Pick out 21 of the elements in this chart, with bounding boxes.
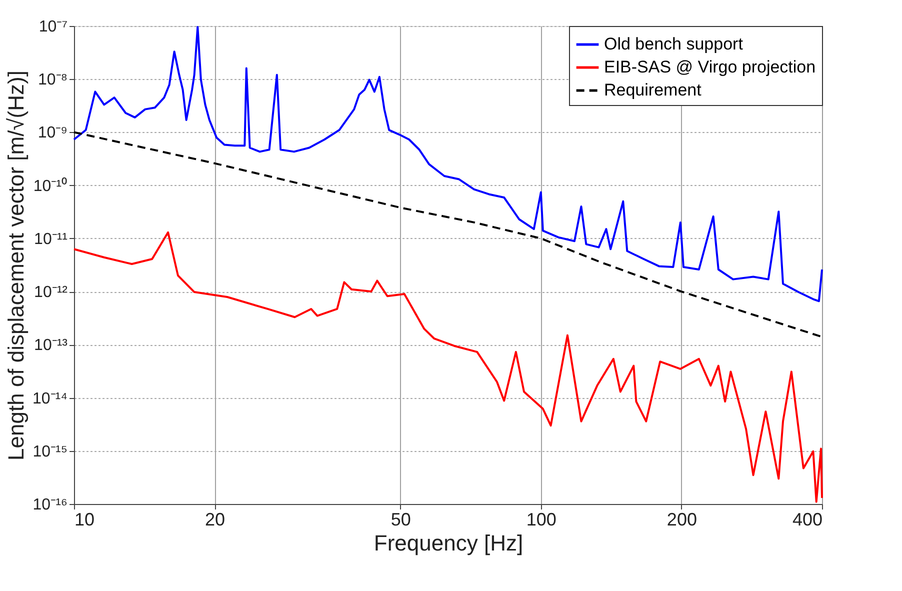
x-tick-label: 50 [390,510,411,530]
y-tick-label: 10⁻¹⁰ [33,176,68,195]
y-tick-label: 10⁻¹¹ [34,230,68,248]
y-tick-label: 10⁻¹² [34,284,68,302]
y-tick-label: 10⁻¹⁶ [32,496,68,514]
y-tick-label: 10⁻⁷ [38,18,68,36]
x-tick-label: 100 [526,510,556,530]
y-tick-label: 10⁻¹³ [34,337,68,354]
legend-label: EIB-SAS @ Virgo projection [604,58,816,76]
x-tick-label: 10 [74,510,95,530]
y-tick-label: 10⁻¹⁴ [32,390,68,408]
x-tick-label: 200 [666,510,697,530]
y-tick-label: 10⁻¹⁵ [32,443,68,460]
x-tick-label: 20 [205,510,226,530]
y-axis-title: Length of displacement vector [m/√(Hz)] [4,70,28,460]
y-tick-label: 10⁻⁹ [38,124,68,142]
x-tick-label: 400 [792,510,822,530]
legend-label: Requirement [604,80,702,100]
legend-label: Old bench support [604,34,744,54]
x-axis-title: Frequency [Hz] [374,530,524,556]
y-tick-label: 10⁻⁸ [38,72,68,89]
